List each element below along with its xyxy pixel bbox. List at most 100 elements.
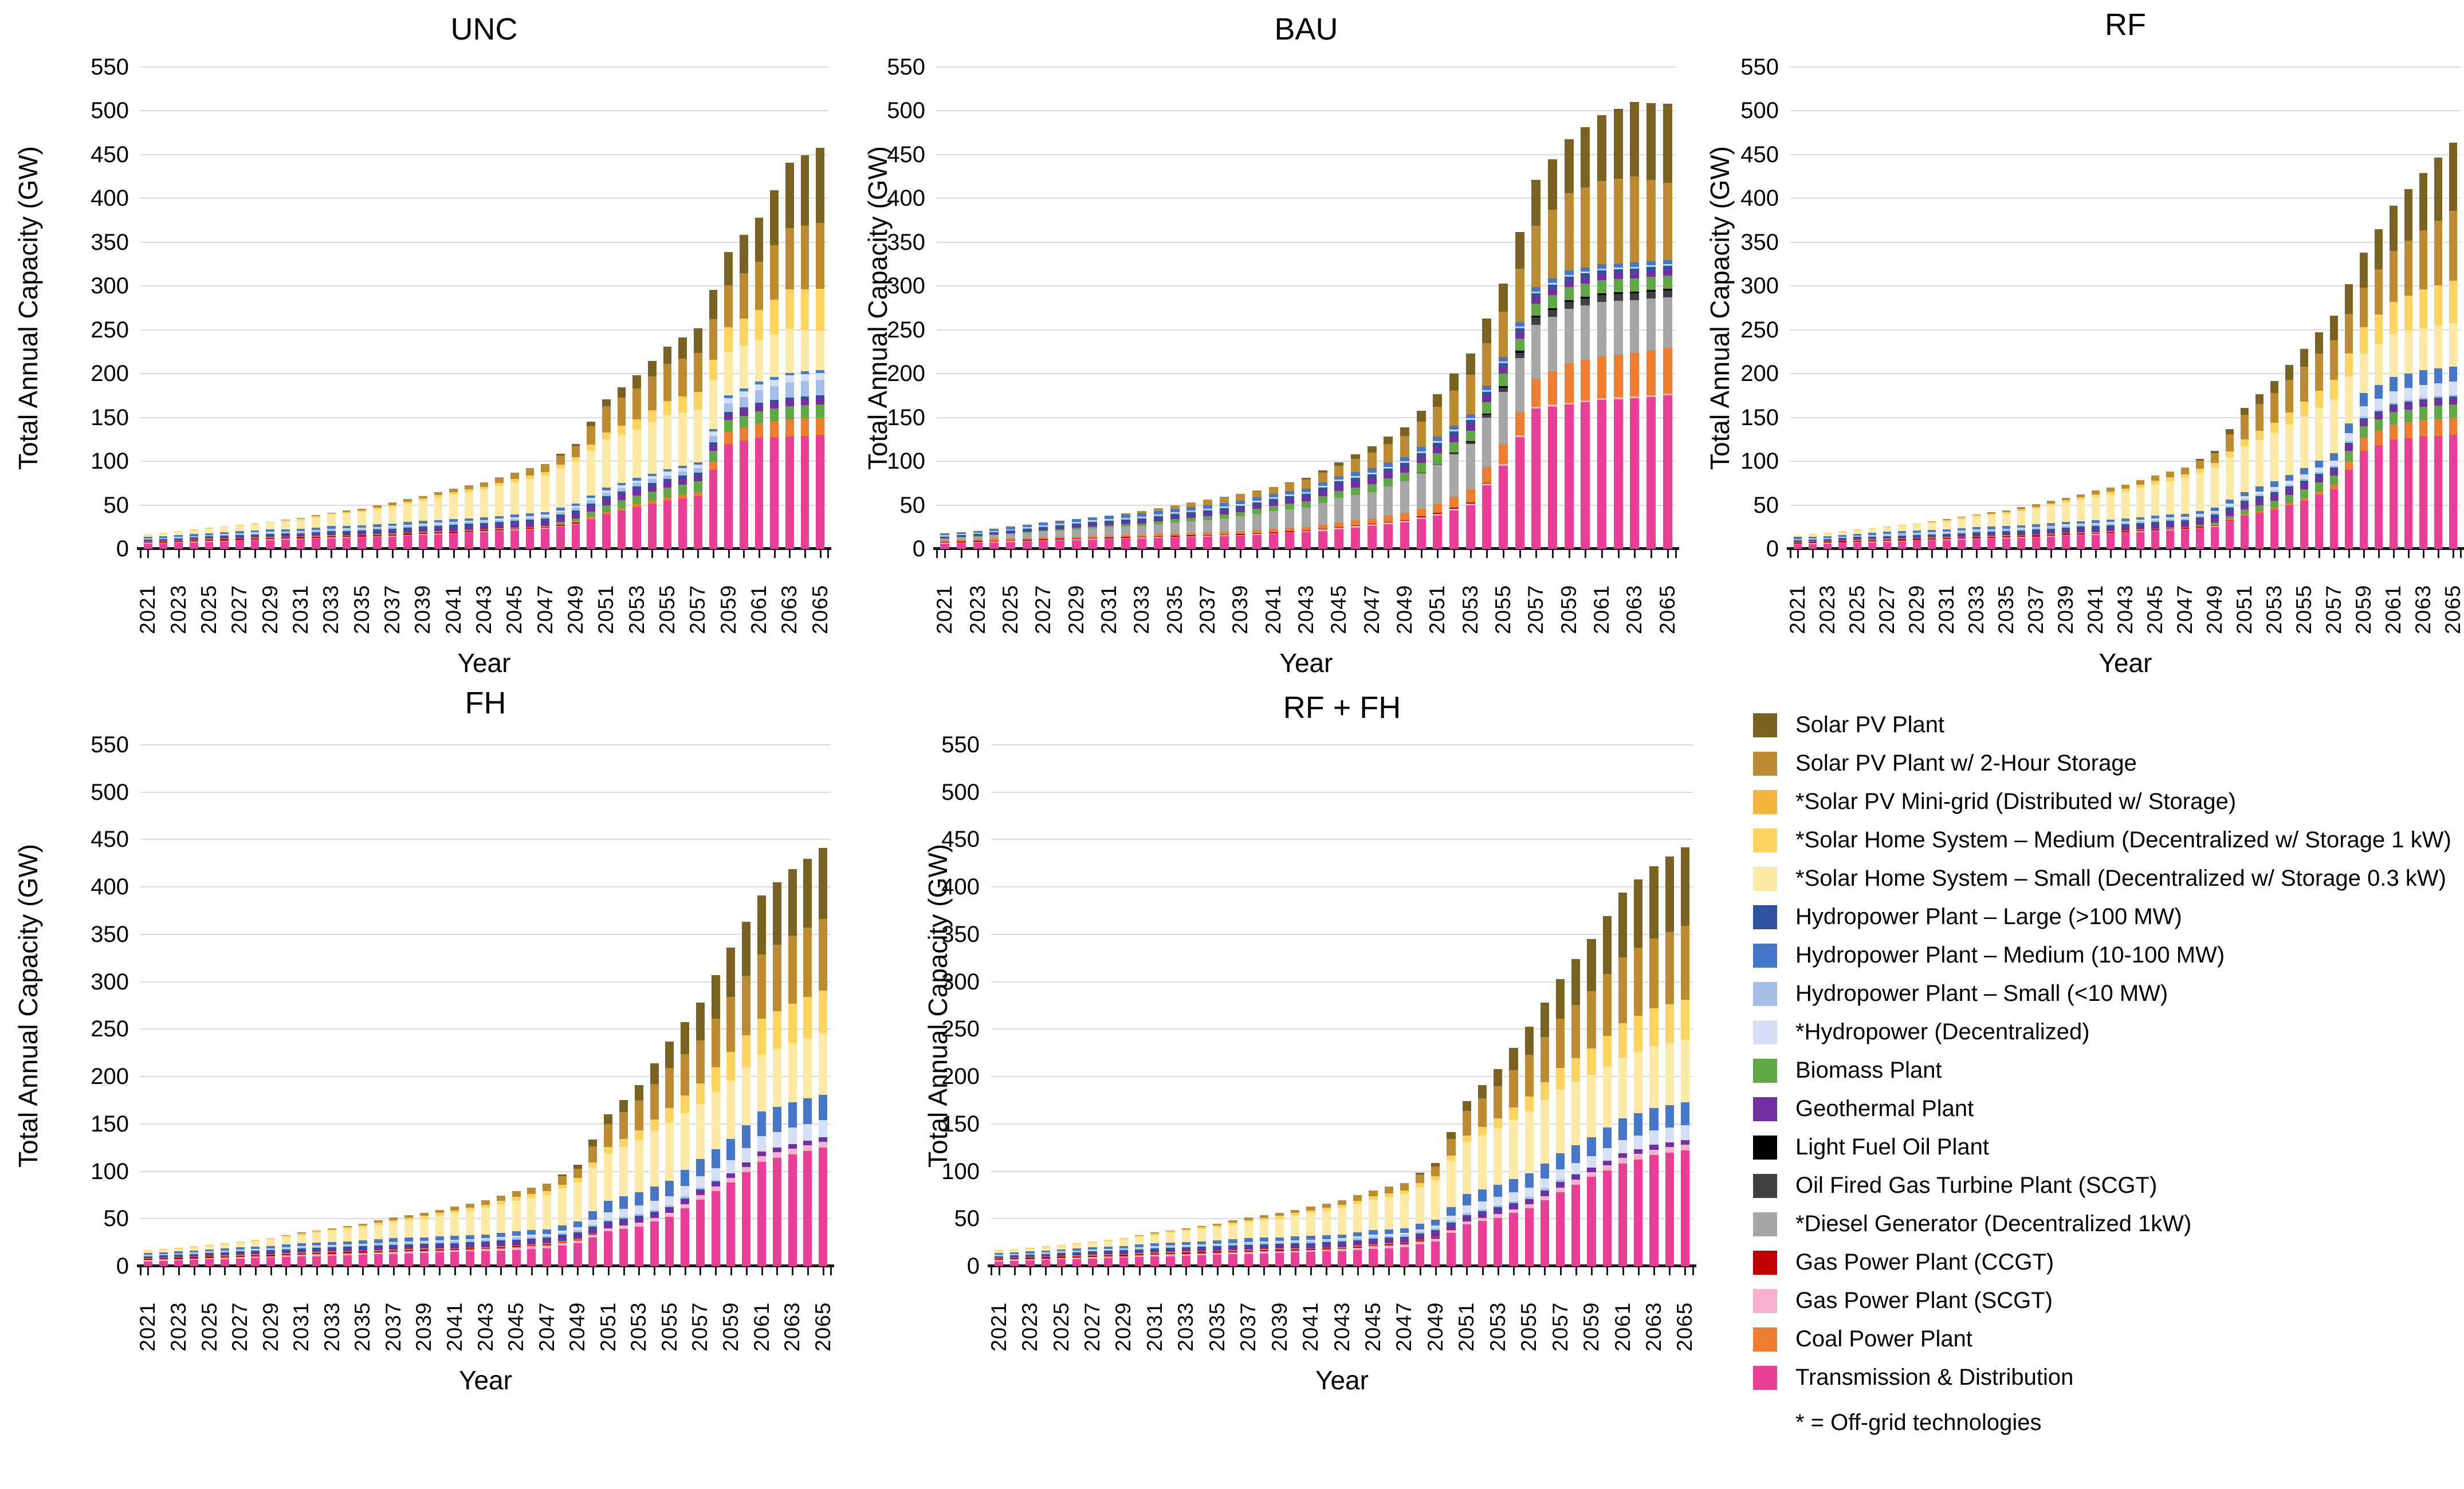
- bar-segment-hydro_medium: [174, 535, 183, 537]
- bar-segment-gas_ccgt: [1369, 1245, 1378, 1247]
- bar-segment-gas_scgt: [205, 541, 214, 542]
- bar-segment-hydro_small: [1301, 493, 1311, 494]
- legend-item-label: *Solar Home System – Small (Decentralize…: [1795, 866, 2446, 891]
- bar-segment-t_and_d: [1010, 1260, 1019, 1266]
- bar-segment-hydro_large: [312, 1248, 321, 1250]
- bar-segment-hydro_small: [973, 533, 983, 535]
- bar-segment-pv_storage: [1477, 1098, 1487, 1127]
- x-tick-label-2065: 2065: [1655, 584, 1679, 634]
- bar-segment-gas_ccgt: [2121, 531, 2130, 532]
- bar-segment-shs_medium: [1897, 525, 1907, 526]
- bar-segment-biomass: [693, 481, 702, 492]
- bar-segment-hydro_large: [281, 533, 290, 536]
- bar-segment-hydro_large: [1555, 1181, 1565, 1183]
- bar-segment-hydro_small: [1415, 1231, 1425, 1233]
- bar-segment-solar_pv: [663, 346, 672, 364]
- bar-segment-hydro_small: [1927, 533, 1936, 535]
- bar-segment-gas_scgt: [1236, 535, 1245, 536]
- bar-segment-hydro_small: [1119, 1249, 1128, 1250]
- y-tick-label: 0: [116, 536, 129, 561]
- bar-segment-hydro_dec: [619, 1208, 628, 1217]
- bar-segment-hydro_dec: [678, 468, 687, 472]
- gridline-500: [140, 110, 828, 112]
- bar-segment-hydro_medium: [1056, 1250, 1066, 1252]
- bar-segment-hydro_medium: [205, 533, 214, 535]
- x-tick-label-2027: 2027: [1031, 584, 1055, 634]
- bar-segment-hydro_large: [1236, 506, 1245, 509]
- bar-segment-geothermal: [205, 537, 214, 539]
- bar-segment-shs_medium: [2225, 451, 2234, 457]
- bar-segment-gas_scgt: [1244, 1252, 1253, 1254]
- bar-segment-gas_scgt: [159, 542, 168, 544]
- bar-segment-geothermal: [159, 1256, 168, 1258]
- x-axis-title-fh: Year: [459, 1365, 512, 1395]
- bar-segment-t_and_d: [1041, 1260, 1050, 1266]
- bar-segment-geothermal: [296, 535, 305, 536]
- bar-segment-hydro_small: [1259, 1242, 1268, 1245]
- bar-segment-geothermal: [1912, 536, 1921, 538]
- bar-segment-hydro_small: [2270, 490, 2279, 492]
- bar-segment-pv_storage: [434, 492, 443, 496]
- bar-segment-shs_small: [994, 1250, 1004, 1253]
- bar-segment-hydro_dec: [2419, 385, 2428, 398]
- bar-segment-geothermal: [388, 531, 397, 534]
- bar-segment-shs_small: [1039, 521, 1048, 523]
- bar-segment-coal: [1005, 538, 1016, 540]
- bar-segment-t_and_d: [159, 543, 168, 549]
- bar-2052: [619, 1099, 628, 1266]
- bar-segment-hydro_medium: [1350, 472, 1361, 477]
- bar-segment-hydro_medium: [466, 1235, 475, 1239]
- bar-segment-diesel: [1400, 481, 1410, 513]
- bar-segment-pv_storage: [496, 1196, 505, 1201]
- bar-segment-coal: [358, 1250, 367, 1252]
- x-tick-label-2053: 2053: [1486, 1302, 1510, 1352]
- bar-segment-pv_storage: [1482, 343, 1492, 386]
- x-tick: [2184, 550, 2186, 558]
- bar-segment-hydro_small: [2240, 498, 2249, 501]
- bar-segment-shs_small: [1808, 534, 1817, 537]
- bar-segment-t_and_d: [1509, 1213, 1518, 1266]
- bar-segment-coal: [973, 539, 983, 541]
- bar-segment-gas_ccgt: [1252, 533, 1262, 535]
- bar-2059: [1587, 939, 1596, 1266]
- bar-segment-hydro_small: [419, 1242, 429, 1244]
- bar-segment-pv_storage: [757, 954, 766, 1019]
- bar-segment-hydro_small: [1334, 480, 1344, 482]
- bar-segment-geothermal: [1025, 1256, 1035, 1258]
- bar-segment-coal: [1134, 1253, 1144, 1254]
- bar-segment-coal: [2314, 491, 2324, 495]
- bar-segment-hydro_medium: [726, 1139, 736, 1160]
- bar-segment-geothermal: [1972, 534, 1981, 536]
- bar-segment-shs_medium: [512, 1197, 521, 1201]
- x-tick: [1357, 1267, 1359, 1275]
- bar-segment-biomass: [1400, 473, 1410, 482]
- bar-segment-shs_small: [800, 329, 809, 372]
- bar-segment-gas_scgt: [1150, 1255, 1160, 1257]
- bar-segment-hydro_large: [464, 524, 473, 527]
- bar-2054: [647, 361, 657, 549]
- legend-item-label: Gas Power Plant (CCGT): [1795, 1250, 2054, 1275]
- bar-segment-diesel: [1071, 529, 1081, 537]
- bar-segment-shs_small: [1897, 525, 1907, 532]
- bar-2033: [1972, 514, 1981, 549]
- bar-segment-geothermal: [1942, 536, 1951, 537]
- bar-segment-hydro_medium: [994, 1252, 1004, 1255]
- bar-segment-geothermal: [1170, 516, 1180, 520]
- bar-segment-hydro_dec: [510, 517, 519, 520]
- bar-segment-gas_ccgt: [1213, 1251, 1222, 1253]
- bar-segment-biomass: [1268, 506, 1278, 512]
- bar-2042: [1285, 482, 1295, 549]
- bar-segment-hydro_large: [174, 538, 183, 540]
- bar-segment-hydro_small: [1039, 526, 1048, 527]
- bar-segment-hydro_small: [2359, 417, 2368, 419]
- bar-segment-hydro_medium: [281, 529, 290, 532]
- bar-segment-t_and_d: [357, 537, 367, 549]
- bar-segment-hydro_medium: [1509, 1178, 1518, 1193]
- x-tick: [1404, 1267, 1406, 1275]
- bar-segment-geothermal: [1515, 331, 1524, 339]
- bar-2021: [143, 1250, 152, 1266]
- bar-segment-gas_ccgt: [1823, 541, 1832, 543]
- bar-segment-hydro_medium: [587, 495, 596, 498]
- bar-segment-gas_ccgt: [1119, 1255, 1128, 1256]
- legend-swatch-shs_medium: [1753, 828, 1777, 852]
